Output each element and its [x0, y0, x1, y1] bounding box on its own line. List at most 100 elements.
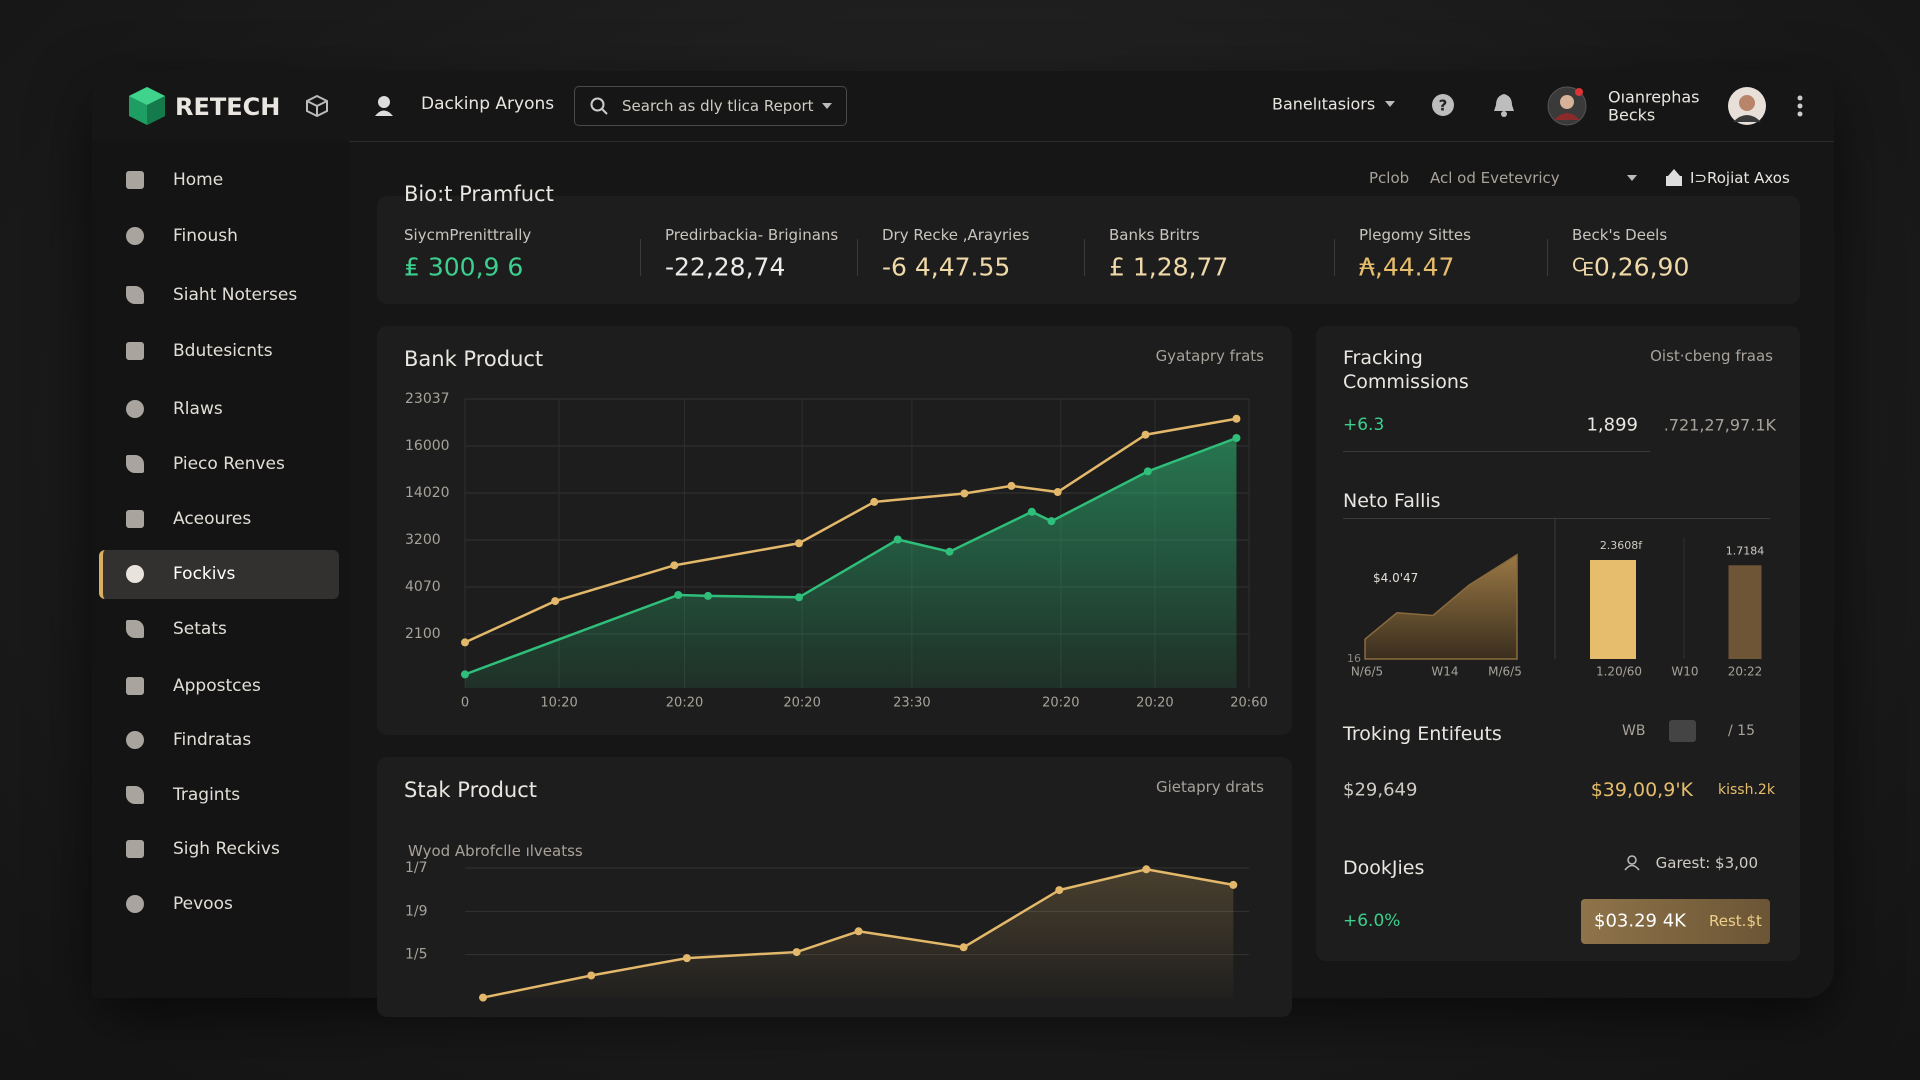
change: +6.3	[1343, 415, 1385, 435]
kpi-separator	[1334, 239, 1335, 276]
caret	[822, 103, 832, 109]
avatar[interactable]	[1547, 86, 1587, 126]
panel-note: Oist·cbeng fraas	[1650, 347, 1773, 365]
kpi-value: £ 1,28,77	[1109, 252, 1229, 282]
chart-subtitle: Wyod Abrofclle ılveatss	[408, 842, 583, 860]
brand: RETECH	[175, 93, 281, 121]
caret	[1627, 175, 1637, 181]
nav-icon[interactable]	[126, 286, 144, 304]
kpi-value: ₠0,26,90	[1572, 252, 1690, 282]
kpi-separator	[640, 239, 641, 276]
export-icon	[1666, 169, 1682, 186]
amount-small: kissh.2k	[1718, 782, 1775, 798]
kpi-label: Dry Recke ,Arayries	[882, 226, 1030, 244]
logo	[129, 87, 165, 125]
nav-icon[interactable]	[126, 171, 144, 189]
tab[interactable]: WB	[1622, 723, 1646, 739]
search-placeholder: Search as dly tlica Report	[622, 97, 814, 115]
nav-item[interactable]: Setats	[173, 619, 227, 639]
control[interactable]: Pclob	[1369, 169, 1410, 187]
cube-icon[interactable]	[306, 95, 328, 117]
nav-icon[interactable]	[126, 840, 144, 858]
panel-title: Commissions	[1343, 371, 1469, 393]
caret	[1385, 101, 1395, 107]
nav-item[interactable]: Finoush	[173, 226, 238, 246]
kpi-label: Predirbackia- Briginans	[665, 226, 839, 244]
button-label[interactable]: $03.29 4K	[1594, 910, 1686, 932]
kpi-value: -22,28,74	[665, 252, 786, 282]
nav-icon[interactable]	[126, 620, 144, 638]
nav-item[interactable]: Rlaws	[173, 399, 223, 419]
nav-item[interactable]: Tragints	[173, 785, 241, 805]
guest: Garest: $3,00	[1655, 854, 1758, 872]
amount: $39,00,9'K	[1590, 779, 1693, 801]
divider	[1343, 518, 1770, 519]
menu[interactable]: Banelıtasiors	[1272, 94, 1376, 114]
nav-icon[interactable]	[126, 786, 144, 804]
nav-icon[interactable]	[126, 731, 144, 749]
user-name: Oıanrephas	[1608, 87, 1700, 107]
panel-title: Neto Fallis	[1343, 490, 1441, 512]
count: 1,899	[1586, 414, 1638, 436]
kpi-value: ₤ 300,9 6	[404, 252, 524, 282]
control[interactable]: I⊃Rojiat Axos	[1690, 169, 1790, 187]
search-box[interactable]	[574, 86, 847, 126]
nav-item[interactable]: Appostces	[173, 676, 261, 696]
button[interactable]	[1581, 899, 1770, 944]
page: / 15	[1728, 723, 1755, 739]
bell-icon[interactable]	[1492, 92, 1516, 118]
nav-icon[interactable]	[126, 400, 144, 418]
nav-item[interactable]: Home	[173, 170, 224, 190]
kpi-title: Bio:t Pramfuct	[404, 182, 554, 206]
kebab[interactable]	[1796, 94, 1804, 118]
user-name: Becks	[1608, 105, 1656, 125]
kpi-separator	[857, 239, 858, 276]
nav-item[interactable]: Sigh Reckivs	[173, 839, 280, 859]
kpi-label: Plegomy Sittes	[1359, 226, 1471, 244]
panel-title: Troking Entifeuts	[1343, 723, 1502, 745]
nav-icon[interactable]	[126, 227, 144, 245]
divider	[1343, 451, 1650, 452]
nav-icon[interactable]	[126, 455, 144, 473]
nav-icon[interactable]	[126, 342, 144, 360]
panel-title: Fracking	[1343, 347, 1423, 369]
kpi-separator	[1547, 239, 1548, 276]
workspace[interactable]: Dackinp Aryons	[421, 94, 555, 114]
kpi-label: Banks Britrs	[1109, 226, 1200, 244]
card-title: Bank Product	[404, 347, 544, 371]
kpi-separator	[1084, 239, 1085, 276]
card-note: Gyatapry frats	[1155, 347, 1264, 365]
bank-card	[377, 326, 1292, 735]
kpi-value: ₳,44.47	[1359, 252, 1455, 282]
nav-icon[interactable]	[126, 565, 144, 583]
nav-item[interactable]: Siaht Noterses	[173, 285, 298, 305]
nav-item[interactable]: Findratas	[173, 730, 252, 750]
svg-text:?: ?	[1439, 97, 1448, 115]
nav-item[interactable]: Pevoos	[173, 894, 233, 914]
nav-item[interactable]: Aceoures	[173, 509, 252, 529]
control[interactable]: Acl od Evetevricy	[1430, 169, 1560, 187]
tab-icon[interactable]	[1669, 720, 1696, 742]
nav-icon[interactable]	[126, 677, 144, 695]
workspace-icon	[375, 96, 393, 116]
kpi-label: Beck's Deels	[1572, 226, 1668, 244]
kpi-strip	[377, 196, 1800, 304]
header	[92, 71, 1834, 142]
change: +6.0%	[1343, 911, 1401, 931]
nav-item[interactable]: Bdutesicnts	[173, 341, 273, 361]
total: .721,27,97.1K	[1663, 415, 1776, 435]
guest-icon	[1624, 855, 1640, 871]
nav-icon[interactable]	[126, 510, 144, 528]
nav-item[interactable]: Fockivs	[173, 564, 236, 584]
nav-icon[interactable]	[126, 895, 144, 913]
avatar[interactable]	[1727, 86, 1767, 126]
amount: $29,649	[1343, 779, 1418, 801]
panel-title: DookJies	[1343, 857, 1425, 879]
nav-item[interactable]: Pieco Renves	[173, 454, 285, 474]
button-note[interactable]: Rest.$t	[1709, 912, 1762, 930]
search-icon	[590, 97, 608, 115]
kpi-label: SiycmPrenittrally	[404, 226, 532, 244]
kpi-value: -6 4,47.55	[882, 252, 1011, 282]
card-title: Stak Product	[404, 778, 538, 802]
help-icon[interactable]: ?	[1431, 93, 1455, 117]
